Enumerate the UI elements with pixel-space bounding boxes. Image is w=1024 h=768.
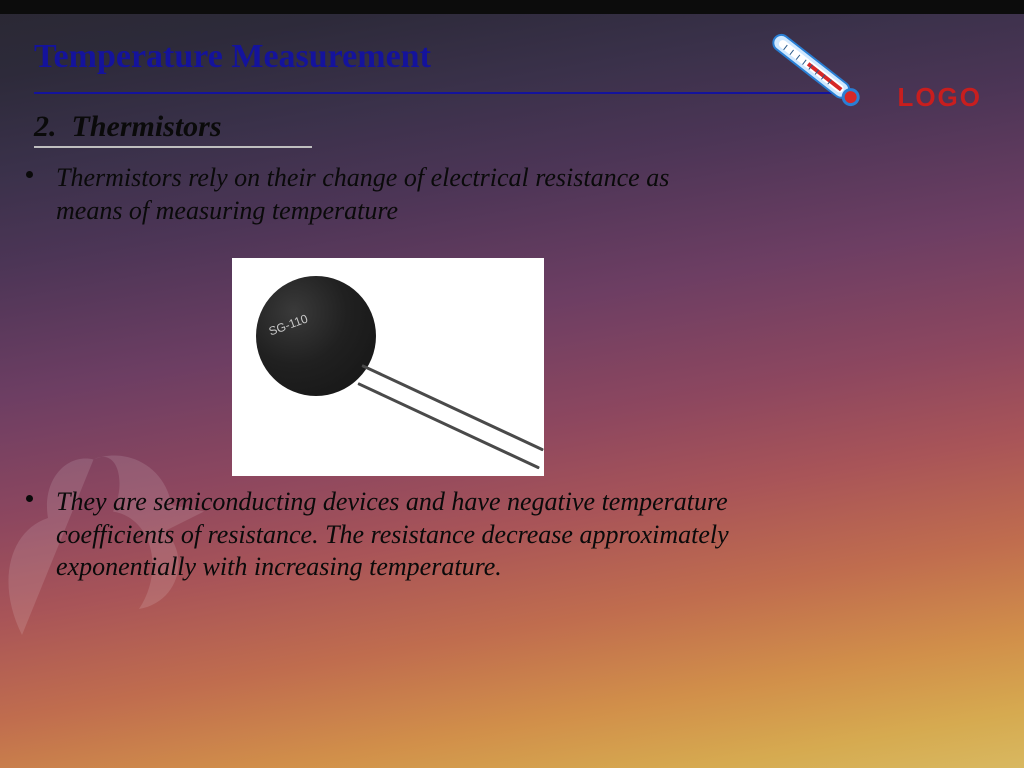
bullet-point-2: They are semiconducting devices and have… (44, 486, 744, 584)
bullet-point-1: Thermistors rely on their change of elec… (44, 162, 724, 227)
thermistor-image: SG-110 (232, 258, 544, 476)
bullet-2-text: They are semiconducting devices and have… (44, 486, 744, 584)
bullet-dot-icon (26, 171, 33, 178)
bullet-dot-icon (26, 495, 33, 502)
presentation-slide: Temperature Measurement LOGO 2. Thermist… (0, 0, 1024, 768)
logo-text: LOGO (897, 82, 982, 113)
title-underline (34, 92, 844, 94)
section-heading: 2. Thermistors (34, 110, 312, 148)
thermistor-lead-icon (357, 382, 540, 469)
section-number: 2. (34, 110, 57, 143)
thermometer-icon (732, 0, 900, 154)
slide-title: Temperature Measurement (34, 38, 431, 76)
thermistor-lead-icon (361, 364, 544, 451)
bullet-1-text: Thermistors rely on their change of elec… (44, 162, 724, 227)
section-title: Thermistors (72, 110, 222, 143)
top-black-band (0, 0, 1024, 14)
